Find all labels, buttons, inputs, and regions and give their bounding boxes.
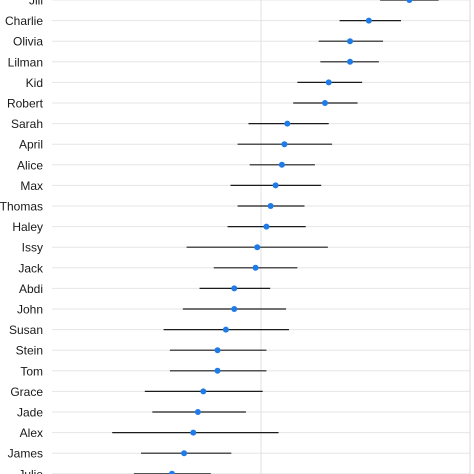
- point-john: [231, 306, 238, 312]
- point-april: [281, 141, 288, 148]
- point-sarah: [284, 120, 291, 127]
- row-label-olivia: Olivia: [13, 35, 43, 49]
- row-label-jade: Jade: [17, 406, 43, 420]
- row-label-sarah: Sarah: [11, 117, 43, 131]
- point-jack: [252, 264, 259, 271]
- point-stein: [214, 347, 221, 354]
- row-label-john: John: [17, 303, 43, 317]
- row-label-alice: Alice: [17, 158, 43, 172]
- row-label-julie: Julie: [18, 467, 43, 474]
- error-bars: [112, 0, 439, 474]
- point-alex: [190, 429, 197, 436]
- point-issy: [254, 244, 261, 251]
- row-label-stein: Stein: [16, 344, 43, 358]
- row-label-thomas: Thomas: [0, 200, 43, 214]
- point-lilman: [347, 58, 354, 65]
- row-label-abdi: Abdi: [19, 282, 43, 296]
- point-charlie: [365, 17, 372, 24]
- row-label-jack: Jack: [18, 261, 44, 275]
- point-estimates: [168, 0, 413, 474]
- point-tom: [214, 367, 221, 374]
- row-label-max: Max: [20, 179, 43, 193]
- row-label-jill: Jill: [29, 0, 43, 8]
- row-label-charlie: Charlie: [5, 14, 43, 28]
- point-susan: [222, 326, 229, 333]
- row-label-april: April: [19, 138, 43, 152]
- row-label-lilman: Lilman: [8, 55, 43, 69]
- row-label-robert: Robert: [7, 97, 44, 111]
- point-thomas: [267, 203, 274, 209]
- point-julie: [168, 470, 175, 474]
- row-labels: Jill Charlie Olivia Lilman Kid Robert Sarah Apr…: [0, 0, 44, 474]
- point-haley: [263, 223, 270, 230]
- point-kid: [325, 79, 332, 86]
- point-james: [181, 450, 188, 457]
- row-label-grace: Grace: [10, 385, 43, 399]
- row-label-issy: Issy: [22, 241, 43, 255]
- point-grace: [200, 388, 207, 395]
- point-robert: [321, 100, 328, 106]
- row-label-kid: Kid: [26, 76, 43, 90]
- row-label-tom: Tom: [20, 364, 43, 378]
- point-jade: [194, 409, 201, 415]
- point-abdi: [231, 285, 238, 292]
- row-label-susan: Susan: [9, 323, 43, 337]
- point-olivia: [347, 38, 354, 45]
- row-label-james: James: [8, 447, 43, 461]
- point-jill: [406, 0, 413, 3]
- point-max: [272, 182, 279, 189]
- row-label-haley: Haley: [12, 220, 43, 234]
- point-alice: [278, 161, 285, 168]
- row-label-alex: Alex: [20, 426, 43, 440]
